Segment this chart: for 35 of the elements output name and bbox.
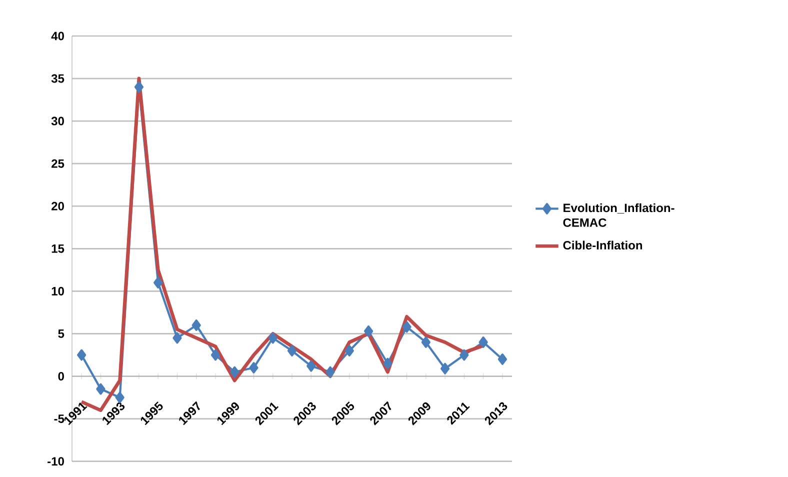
legend-label: Cible-Inflation — [563, 240, 642, 250]
point — [383, 358, 392, 370]
point — [287, 344, 297, 356]
point — [326, 366, 335, 378]
point — [192, 319, 201, 331]
y-tick-label: 10 — [52, 286, 64, 296]
point — [306, 360, 316, 372]
y-tick-label: 35 — [51, 74, 64, 83]
point — [134, 81, 144, 93]
point — [249, 362, 258, 374]
point — [210, 349, 220, 361]
point — [172, 332, 182, 344]
point — [344, 344, 354, 356]
point — [77, 349, 86, 361]
point — [154, 276, 163, 288]
point — [268, 332, 278, 344]
point — [478, 336, 488, 348]
point — [460, 349, 469, 361]
point — [364, 325, 374, 337]
point — [421, 336, 430, 348]
point — [230, 366, 240, 378]
y-tick-label: 15 — [52, 244, 64, 253]
y-tick-label: 5 — [58, 330, 64, 338]
legend-label: Evolution_Inflation-CEMAC — [563, 203, 674, 227]
point — [96, 383, 106, 395]
point — [498, 354, 508, 365]
y-tick-label: 30 — [51, 116, 64, 126]
y-tick-label: 25 — [52, 159, 64, 168]
point — [402, 321, 412, 333]
y-tick-label: 0 — [58, 372, 64, 381]
y-tick-label: -10 — [48, 457, 64, 466]
point — [440, 362, 450, 374]
y-tick-label: 40 — [51, 32, 64, 40]
y-tick-label: 20 — [52, 202, 64, 210]
y-tick-label: -5 — [54, 414, 64, 423]
